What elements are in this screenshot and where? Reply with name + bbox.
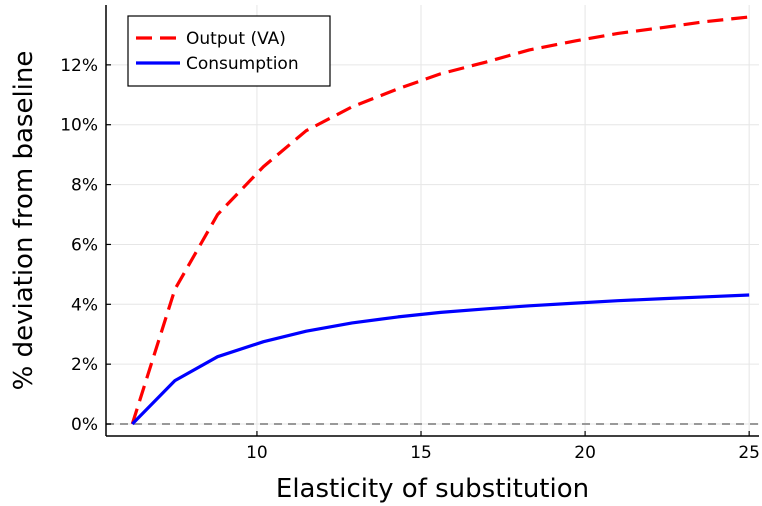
y-tick-label: 8% xyxy=(71,176,98,196)
x-axis-label: Elasticity of substitution xyxy=(276,474,589,504)
x-tick-label: 10 xyxy=(246,443,268,463)
series-lines xyxy=(130,15,750,426)
y-tick-label: 12% xyxy=(60,56,98,76)
y-tick-label: 2% xyxy=(71,355,98,375)
series-line-output-va xyxy=(130,15,750,425)
x-tick-label: 15 xyxy=(410,443,432,463)
x-tick-label: 20 xyxy=(574,443,596,463)
y-tick-label: 10% xyxy=(60,116,98,136)
y-tick-label: 6% xyxy=(71,235,98,255)
tick-labels: 10 15 20 25 0% 2% 4% 6% 8% 10% 12% xyxy=(60,56,760,463)
legend-entry: Output (VA) xyxy=(186,29,286,49)
axes xyxy=(105,5,759,437)
y-axis-label: % deviation from baseline xyxy=(9,51,39,391)
legend-entry: Consumption xyxy=(186,54,299,74)
legend-box xyxy=(127,15,331,87)
y-tick-label: 0% xyxy=(71,415,98,435)
series-line-consumption xyxy=(131,293,750,426)
y-tick-label: 4% xyxy=(71,295,98,315)
x-tick-label: 25 xyxy=(738,443,760,463)
legend: Output (VA) Consumption xyxy=(127,15,331,87)
